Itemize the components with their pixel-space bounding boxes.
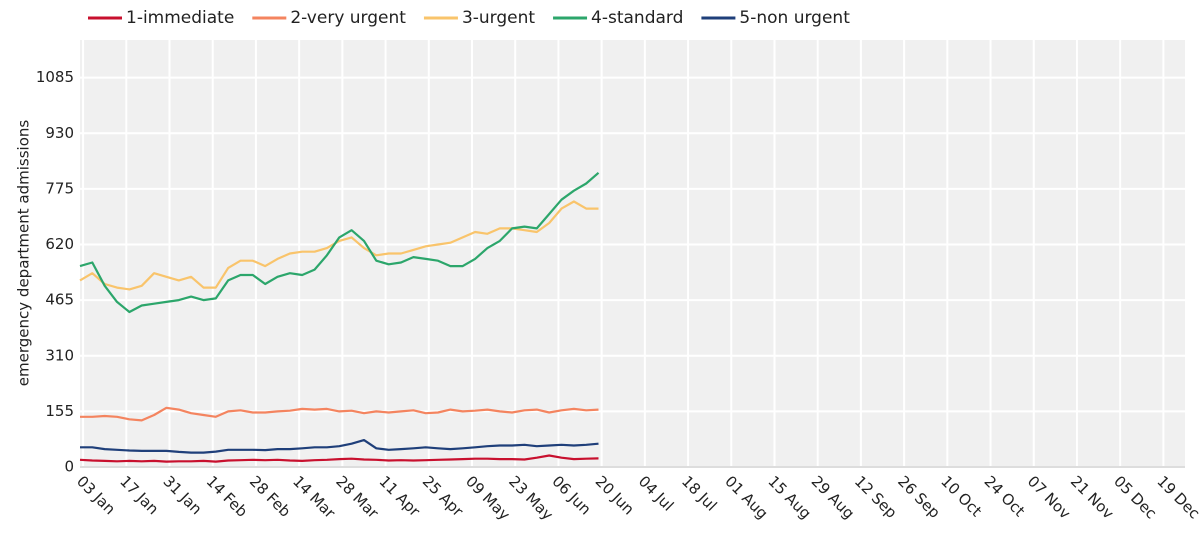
- x-tick-label: 25 Apr: [419, 472, 468, 521]
- legend-label: 2-very urgent: [290, 8, 406, 28]
- series-line: [80, 439, 599, 454]
- y-tick-label: 465: [45, 291, 74, 309]
- plot-area: [80, 40, 1185, 467]
- y-tick-label: 1085: [36, 68, 74, 86]
- y-tick-label: 310: [45, 346, 74, 364]
- x-tick-label: 18 Jul: [678, 472, 720, 514]
- x-tick-label: 10 Oct: [937, 472, 985, 520]
- y-tick-label: 930: [45, 124, 74, 142]
- legend-label: 4-standard: [591, 8, 683, 28]
- series-line: [80, 406, 599, 422]
- y-tick-label: 620: [45, 235, 74, 253]
- x-tick-label: 17 Jan: [116, 472, 162, 518]
- x-tick-label: 05 Dec: [1110, 472, 1160, 522]
- x-tick-label: 23 May: [505, 472, 557, 524]
- x-tick-label: 28 Mar: [332, 472, 382, 522]
- series-line: [79, 171, 600, 314]
- x-tick-label: 09 May: [462, 472, 514, 524]
- legend-label: 1-immediate: [126, 8, 234, 28]
- x-tick-label: 19 Dec: [1153, 472, 1200, 522]
- x-tick-label: 20 Jun: [592, 472, 638, 518]
- x-tick-label: 31 Jan: [160, 472, 206, 518]
- y-tick-label: 0: [64, 458, 74, 476]
- legend-label: 3-urgent: [462, 8, 535, 28]
- x-tick-label: 14 Feb: [203, 472, 251, 520]
- legend-label: 5-non urgent: [739, 8, 850, 28]
- x-tick-label: 14 Mar: [289, 472, 339, 522]
- x-tick-label: 12 Sep: [851, 472, 901, 522]
- y-axis-label: emergency department admissions: [15, 120, 33, 387]
- x-tick-label: 24 Oct: [981, 472, 1029, 520]
- x-tick-label: 26 Sep: [894, 472, 944, 522]
- x-tick-label: 21 Nov: [1067, 472, 1117, 522]
- x-tick-label: 03 Jan: [73, 472, 119, 518]
- y-tick-label: 775: [45, 179, 74, 197]
- series-line: [79, 454, 599, 463]
- x-tick-label: 04 Jul: [635, 472, 677, 514]
- x-tick-label: 29 Aug: [808, 472, 858, 522]
- x-tick-label: 07 Nov: [1024, 472, 1074, 522]
- x-tick-label: 11 Apr: [376, 472, 425, 521]
- y-tick-label: 155: [45, 402, 74, 420]
- x-tick-label: 28 Feb: [246, 472, 294, 520]
- x-tick-label: 01 Aug: [721, 472, 771, 522]
- x-tick-label: 15 Aug: [764, 472, 814, 522]
